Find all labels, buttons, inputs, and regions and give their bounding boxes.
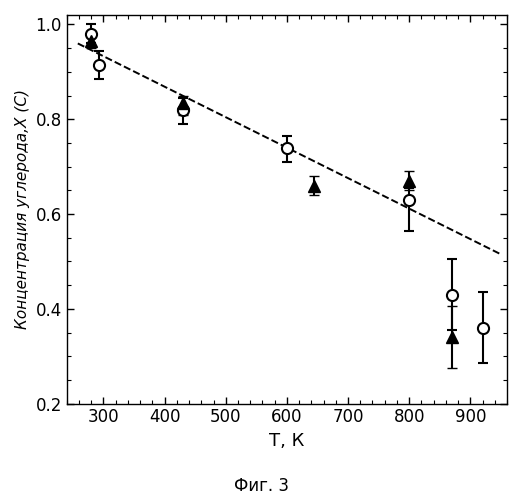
Text: Фиг. 3: Фиг. 3 (233, 477, 289, 495)
X-axis label: Т, К: Т, К (269, 432, 304, 450)
Y-axis label: Концентрация углерода,X (C): Концентрация углерода,X (C) (15, 90, 30, 330)
